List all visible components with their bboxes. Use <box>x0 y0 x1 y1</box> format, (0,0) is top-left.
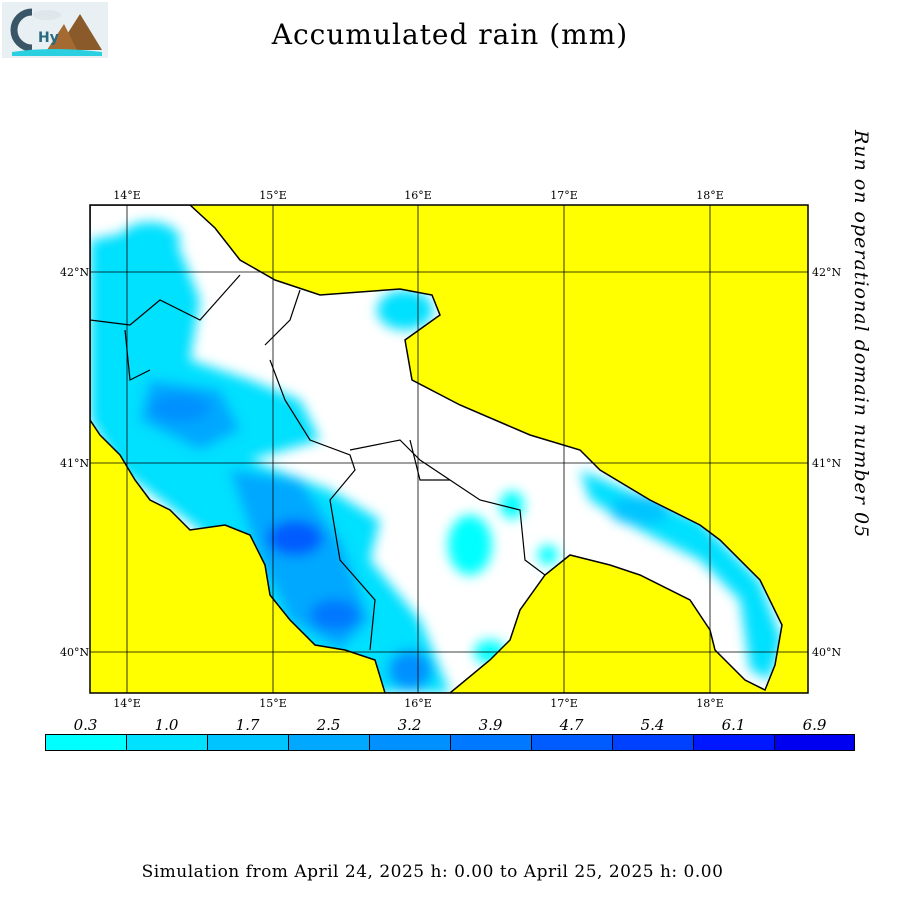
legend-swatch <box>693 734 775 751</box>
lon-label-bottom: 18°E <box>696 697 724 710</box>
lat-label-right: 41°N <box>812 457 841 470</box>
legend-value: 6.1 <box>721 716 746 734</box>
lat-label-left: 41°N <box>60 457 89 470</box>
lon-label-top: 17°E <box>550 189 578 202</box>
lon-label-top: 16°E <box>404 189 432 202</box>
lon-label-top: 15°E <box>259 189 287 202</box>
map-frame <box>89 204 809 694</box>
lon-label-bottom: 14°E <box>113 697 141 710</box>
rain-field <box>90 222 782 693</box>
legend-swatch <box>288 734 370 751</box>
graticule <box>90 205 808 693</box>
lat-label-right: 42°N <box>812 266 841 279</box>
simulation-period: Simulation from April 24, 2025 h: 0.00 t… <box>141 862 724 882</box>
legend-swatch <box>369 734 451 751</box>
lon-label-bottom: 16°E <box>404 697 432 710</box>
legend-swatch <box>612 734 694 751</box>
chym-logo: Hy <box>2 2 108 58</box>
legend-swatch <box>45 734 127 751</box>
legend-swatch <box>126 734 208 751</box>
legend-swatch <box>450 734 532 751</box>
lon-label-top: 14°E <box>113 189 141 202</box>
legend-value: 6.9 <box>802 716 827 734</box>
legend-value: 4.7 <box>559 716 584 734</box>
lat-label-left: 40°N <box>60 646 89 659</box>
lon-label-bottom: 15°E <box>259 697 287 710</box>
legend-swatch <box>774 734 855 751</box>
lon-label-bottom: 17°E <box>550 697 578 710</box>
svg-text:Hy: Hy <box>38 30 59 46</box>
legend-swatch <box>531 734 613 751</box>
legend-value: 0.3 <box>73 716 98 734</box>
legend-value: 3.9 <box>478 716 503 734</box>
lat-label-left: 42°N <box>60 266 89 279</box>
legend-value: 2.5 <box>316 716 341 734</box>
legend-value: 1.7 <box>235 716 260 734</box>
legend-value: 5.4 <box>640 716 665 734</box>
map-title: Accumulated rain (mm) <box>271 18 629 51</box>
lat-label-right: 40°N <box>812 646 841 659</box>
legend-value: 1.0 <box>154 716 179 734</box>
legend-value: 3.2 <box>397 716 422 734</box>
region-borders <box>90 274 546 651</box>
legend-swatch <box>207 734 289 751</box>
lon-label-top: 18°E <box>696 189 724 202</box>
